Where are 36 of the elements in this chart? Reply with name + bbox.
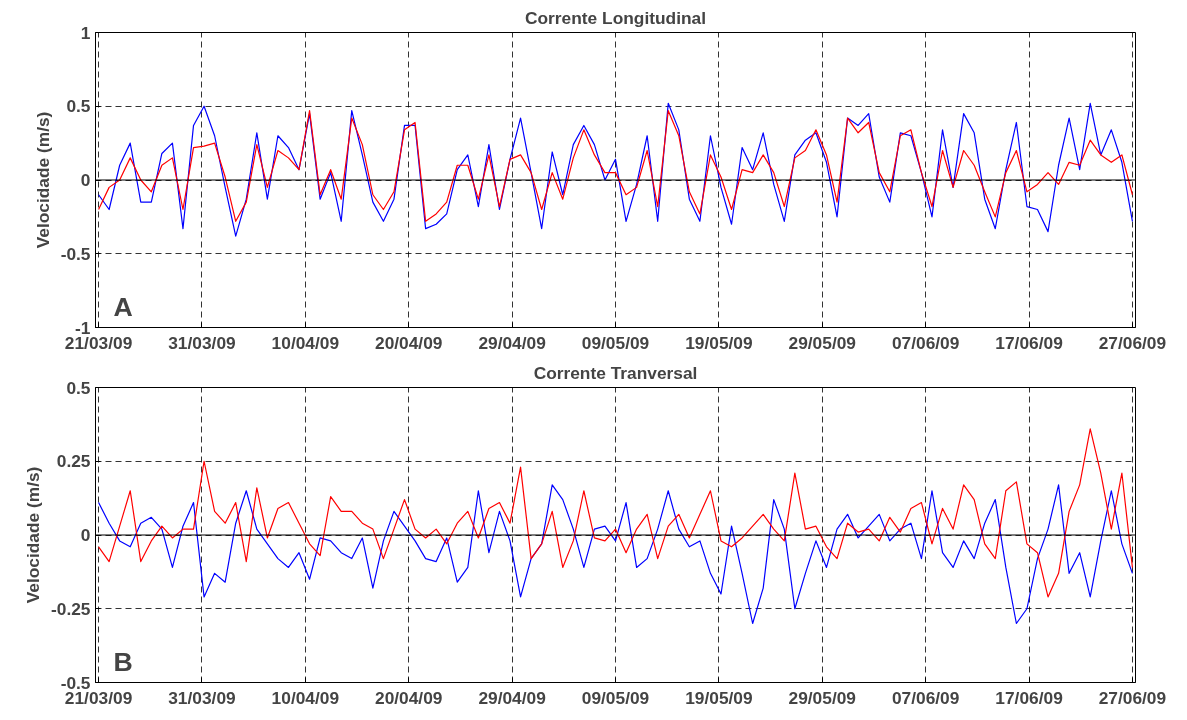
y-axis-title: Velocidade (m/s) [32, 111, 53, 249]
y-tick-label: 0.5 [66, 377, 91, 398]
x-tick-label: 07/06/09 [891, 332, 960, 353]
x-tick-label: 17/06/09 [995, 332, 1063, 353]
y-tick-label: -0.25 [51, 598, 91, 619]
x-tick-label: 31/03/09 [168, 687, 236, 708]
y-tick-label: 0.5 [66, 96, 91, 117]
x-tick-label: 27/06/09 [1098, 687, 1167, 708]
x-tick-label: 29/04/09 [478, 332, 546, 353]
y-axis-title: Velocidade (m/s) [23, 466, 43, 604]
y-tick-label: 0 [80, 170, 91, 190]
x-tick-label: 29/05/09 [788, 332, 856, 353]
x-tick-label: 19/05/09 [685, 687, 753, 708]
y-tick-label: 0.25 [56, 451, 91, 472]
y-tick-label: 0 [80, 525, 91, 545]
x-tick-label: 29/04/09 [478, 687, 546, 708]
x-tick-label: 31/03/09 [168, 332, 236, 353]
x-tick-label: 07/06/09 [891, 687, 960, 708]
annotation: B [113, 646, 133, 677]
x-tick-label: 09/05/09 [581, 332, 650, 353]
x-tick-label: 20/04/09 [375, 332, 443, 353]
y-tick-label: -1 [75, 317, 91, 338]
x-tick-label: 20/04/09 [375, 687, 443, 708]
chart-title: Corrente Longitudinal [525, 7, 706, 28]
y-tick-label: -0.5 [60, 243, 91, 264]
chart-title: Corrente Tranversal [533, 362, 698, 383]
x-tick-label: 10/04/09 [271, 687, 340, 708]
y-tick-label: 1 [80, 22, 91, 43]
x-tick-label: 17/06/09 [995, 687, 1063, 708]
x-tick-label: 29/05/09 [788, 687, 856, 708]
x-tick-label: 19/05/09 [685, 332, 753, 353]
x-tick-label: 09/05/09 [581, 687, 650, 708]
annotation: A [113, 291, 133, 322]
x-tick-label: 27/06/09 [1098, 332, 1167, 353]
y-tick-label: -0.5 [60, 672, 91, 693]
x-tick-label: 10/04/09 [271, 332, 340, 353]
